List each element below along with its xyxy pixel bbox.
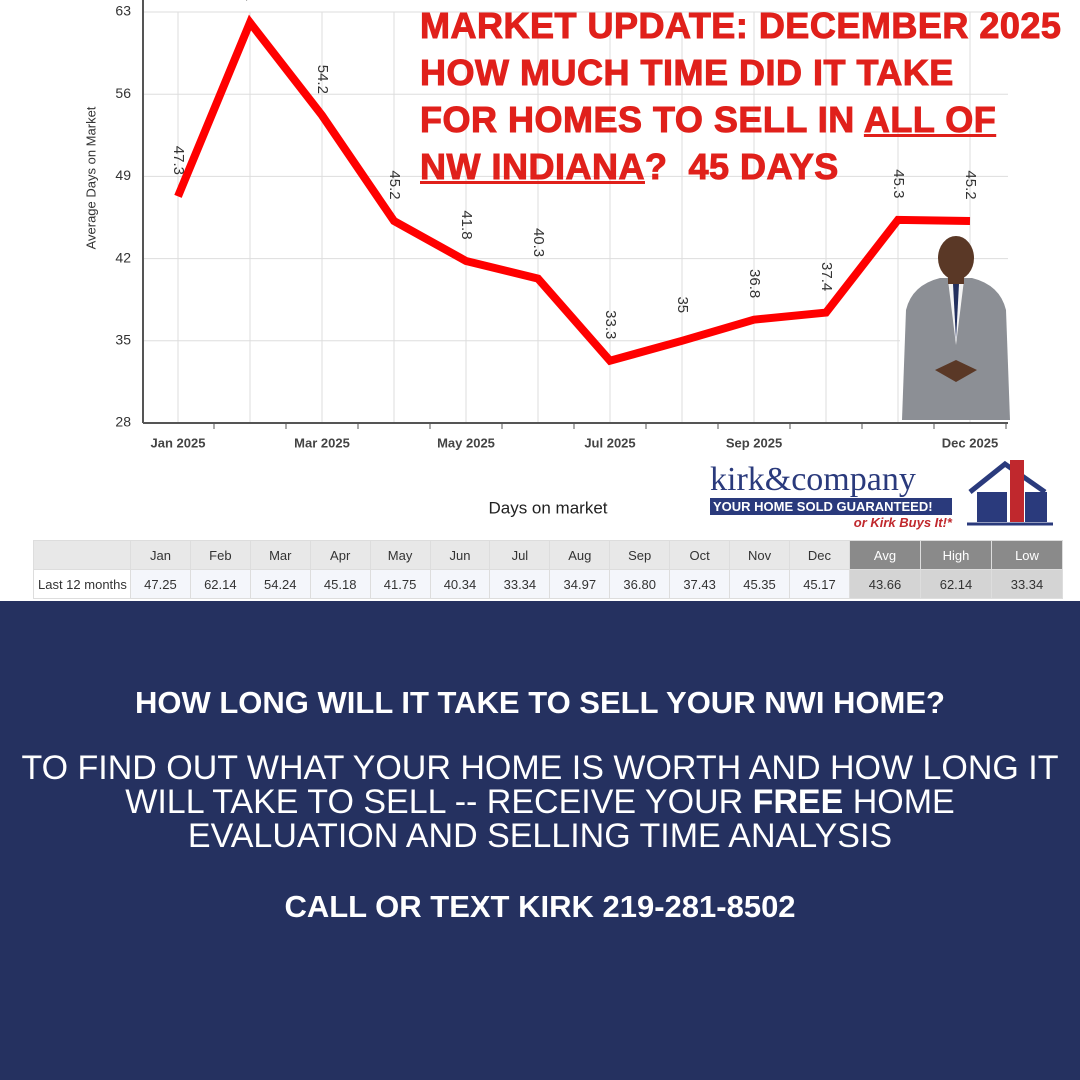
y-tick-label: 28 (115, 414, 131, 430)
column-header: Mar (249, 540, 311, 570)
table-cell: 54.24 (249, 569, 311, 599)
cta-text: HOME EVALUATION AND SELLING TIME ANALYSI… (187, 783, 955, 855)
value-label: 47.3 (170, 146, 187, 175)
headline-text: FOR HOMES TO SELL IN (420, 99, 855, 141)
x-tick-label: May 2025 (437, 435, 495, 450)
cta-question: HOW LONG WILL IT TAKE TO SELL YOUR NWI H… (135, 685, 945, 720)
cta-body: TO FIND OUT WHAT YOUR HOME IS WORTH AND … (20, 751, 1060, 853)
value-label: 35 (674, 296, 691, 313)
x-tick-label: Dec 2025 (942, 435, 998, 450)
column-header: Low (991, 540, 1063, 570)
value-label: 45.2 (386, 170, 403, 199)
column-header: Feb (189, 540, 251, 570)
chart: Average Days on Market Days on market 28… (83, 0, 1010, 517)
y-tick-label: 42 (115, 249, 131, 265)
value-label: 40.3 (530, 228, 547, 257)
table-cell: 45.17 (788, 569, 851, 599)
table-cell: 33.34 (489, 569, 551, 599)
table-cell: 40.34 (429, 569, 491, 599)
column-header: May (369, 540, 431, 570)
column-header: Jan (130, 540, 191, 570)
column-header: Dec (788, 540, 851, 570)
column-header: Apr (309, 540, 371, 570)
column-header: Avg (849, 540, 921, 570)
corner-cell (33, 540, 131, 570)
table-cell: 47.25 (130, 569, 191, 599)
y-axis-title: Average Days on Market (83, 106, 98, 249)
logo-sub: or Kirk Buys It!* (853, 515, 952, 530)
headline-underlined: ALL OF (863, 99, 997, 141)
cta-bold: FREE (752, 783, 844, 821)
data-table: Jan Feb Mar Apr May Jun Jul Aug Sep Oct Nov Dec Avg H… (33, 540, 1063, 599)
agent-photo (900, 236, 1010, 420)
cta-call: CALL OR TEXT KIRK 219-281-8502 (284, 889, 796, 924)
value-label: 54.2 (314, 65, 331, 94)
value-label: 45.2 (962, 170, 979, 199)
table-cell: 45.18 (309, 569, 371, 599)
table-cell: 41.75 (369, 569, 431, 599)
value-label: 45.3 (890, 169, 907, 198)
column-header: Jul (489, 540, 551, 570)
value-label: 41.8 (458, 210, 475, 239)
x-tick-label: Jul 2025 (584, 435, 635, 450)
logo-house-icon (967, 460, 1053, 526)
cta-text: TO FIND OUT WHAT YOUR HOME IS WORTH AND … (21, 749, 1059, 821)
x-tick-label: Jan 2025 (151, 435, 206, 450)
value-label: 37.4 (818, 262, 835, 291)
y-tick-label: 49 (115, 167, 131, 183)
data-line (174, 14, 971, 366)
headline-underlined: NW INDIANA (420, 146, 645, 188)
column-header: Jun (429, 540, 491, 570)
value-label: 33.3 (602, 310, 619, 339)
cta-panel: HOW LONG WILL IT TAKE TO SELL YOUR NWI H… (0, 601, 1080, 1080)
y-tick-label: 56 (115, 85, 131, 101)
logo: kirk&company YOUR HOME SOLD GUARANTEED! … (710, 462, 960, 530)
headline-line: MARKET UPDATE: DECEMBER 2025 (419, 5, 1062, 47)
column-header: Aug (549, 540, 611, 570)
table-cell: 43.66 (849, 569, 921, 599)
value-label: 36.8 (746, 269, 763, 298)
table-cell: 34.97 (549, 569, 611, 599)
table-cell: 33.34 (991, 569, 1063, 599)
headline-text: ? 45 DAYS (644, 146, 839, 188)
y-tick-label: 63 (115, 3, 131, 19)
headline-line: NW INDIANA? 45 DAYS (420, 143, 1061, 190)
table-cell: 36.80 (609, 569, 671, 599)
x-tick-label: Mar 2025 (294, 435, 350, 450)
row-label: Last 12 months (33, 569, 131, 599)
x-tick-label: Sep 2025 (726, 435, 782, 450)
column-header: High (920, 540, 992, 570)
y-tick-label: 35 (115, 332, 131, 348)
logo-tagline: YOUR HOME SOLD GUARANTEED! (710, 498, 952, 515)
table-cell: 45.35 (729, 569, 790, 599)
table-cell: 62.14 (920, 569, 992, 599)
column-header: Sep (609, 540, 671, 570)
value-label: 62.1 (242, 0, 259, 1)
x-axis-title: Days on market (488, 498, 607, 517)
logo-name: kirk&company (710, 461, 916, 498)
headline: MARKET UPDATE: DECEMBER 2025 HOW MUCH TI… (419, 2, 1062, 190)
column-header: Oct (669, 540, 731, 570)
headline-line: HOW MUCH TIME DID IT TAKE (419, 52, 954, 94)
table-cell: 62.14 (189, 569, 251, 599)
column-header: Nov (729, 540, 790, 570)
table-cell: 37.43 (669, 569, 731, 599)
headline-line: FOR HOMES TO SELL IN ALL OF (420, 96, 1061, 143)
